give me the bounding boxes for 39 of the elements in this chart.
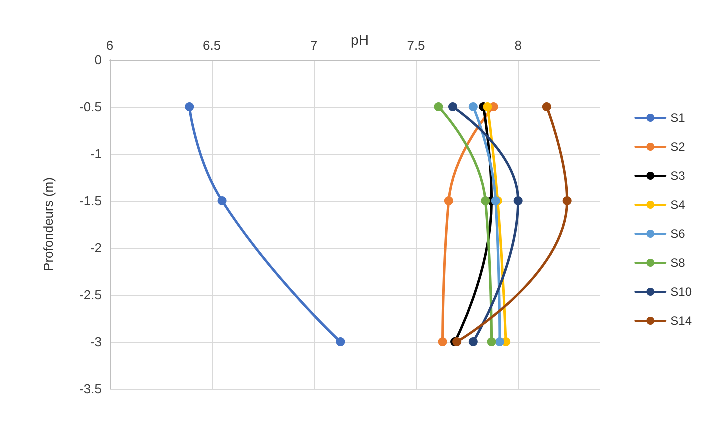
legend-label: S3 [670,169,686,183]
x-tick-label: 7.5 [407,38,426,53]
y-tick-label: -0.5 [80,100,102,114]
point [468,102,478,112]
point [434,102,444,112]
y-tick-label: -2 [90,240,102,256]
y-tick-label: -1 [90,146,102,162]
legend-label: S10 [670,285,692,299]
legend-label: S14 [670,314,692,328]
x-tick-label: 8 [514,38,522,53]
y-tick-label: -2.5 [80,288,102,302]
chart-title: pH [351,32,369,48]
point [336,338,346,346]
point [495,338,504,346]
point [218,196,227,206]
legend-label: S4 [670,198,686,212]
y-tick-label: 0 [94,52,102,68]
legend-label: S8 [670,256,686,270]
legend-label: S6 [670,227,686,241]
x-tick-label: 6.5 [203,38,222,53]
point [448,102,458,112]
point [562,196,572,206]
point [438,338,448,346]
legend-label: S1 [670,111,686,125]
x-tick-label: 6 [106,38,114,53]
point [514,196,523,206]
x-tick-label: 7 [310,38,318,53]
y-tick-label: -1.5 [80,194,102,208]
point [481,196,490,206]
point [487,338,496,346]
y-tick-label: -3 [90,334,102,350]
y-tick-label: -3.5 [80,382,102,396]
point [468,338,478,346]
legend-label: S2 [670,140,686,154]
point [444,196,454,206]
point [185,102,194,112]
point [483,102,492,112]
point [542,102,552,112]
y-axis-title: Profondeurs (m) [41,178,56,272]
